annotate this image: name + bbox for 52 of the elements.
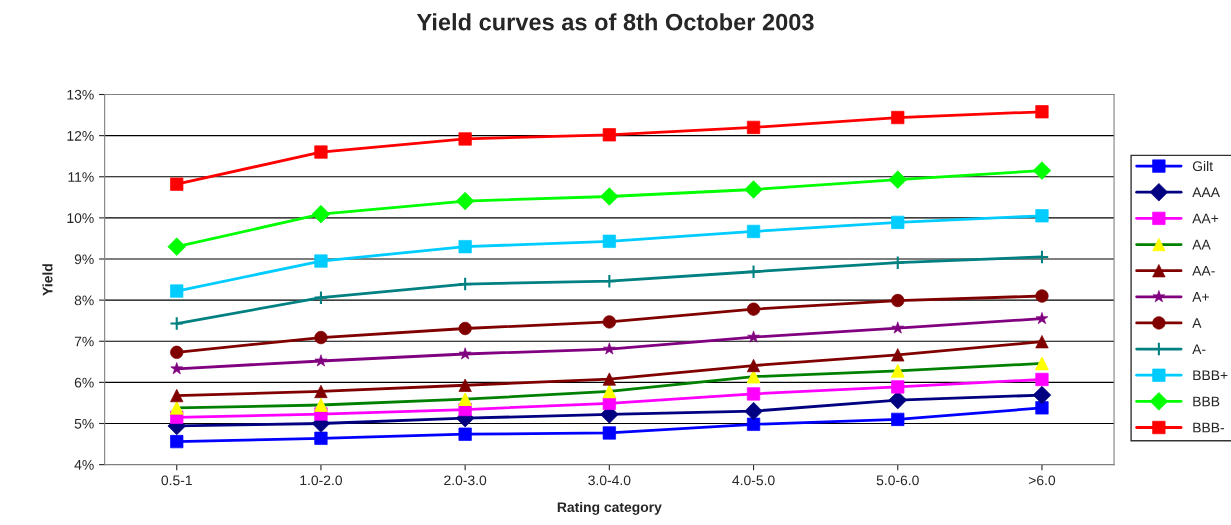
x-axis-title: Rating category [557,501,662,515]
legend-label: A- [1192,344,1206,354]
x-tick-label: 2.0-3.0 [444,475,487,486]
chart-title: Yield curves as of 8th October 2003 [416,13,814,31]
x-tick-label: 4.0-5.0 [732,475,775,486]
point [602,128,616,142]
point [746,120,761,134]
point [1035,372,1049,387]
point [890,255,906,270]
point [169,316,185,331]
x-tick-label: 1.0-2.0 [300,475,343,486]
point [602,234,616,248]
y-tick-label: 8% [74,295,94,306]
legend-label: BBB [1193,396,1220,407]
point [746,224,761,239]
y-tick-label: 10% [67,213,94,224]
legend-label: AAA [1192,187,1220,198]
legend-label: A [1192,318,1202,328]
y-tick-label: 7% [74,336,94,347]
legend-label: AA+ [1192,213,1219,224]
point [1035,335,1049,349]
legend-label: AA- [1192,265,1215,276]
point [891,412,905,426]
x-tick-label: >6.0 [1028,475,1056,486]
y-axis-title: Yield [42,264,53,296]
point [1032,161,1052,180]
legend-label: BBB- [1193,422,1224,433]
y-tick-label: 5% [74,418,94,429]
point [458,240,472,254]
legend-label: A+ [1192,292,1209,302]
point [602,384,616,399]
x-tick-label: 5.0-6.0 [876,475,919,486]
y-tick-label: 6% [74,377,94,388]
y-tick-label: 12% [67,130,94,141]
point [602,273,617,289]
point [891,215,905,229]
y-tick-label: 11% [68,172,94,182]
legend-label: AA [1192,239,1211,250]
x-tick-label: 0.5-1 [161,475,192,486]
point [313,290,329,305]
y-tick-label: 9% [74,254,94,265]
point [170,434,184,449]
point [746,264,761,280]
point [457,276,473,292]
y-tick-label: 4% [74,460,94,470]
x-tick-label: 3.0-4.0 [588,475,631,486]
point [458,378,472,392]
legend-label: Gilt [1192,160,1213,172]
legend-label: BBB+ [1193,370,1228,381]
point [314,384,328,399]
point [746,387,761,401]
y-tick-label: 13% [67,89,94,100]
